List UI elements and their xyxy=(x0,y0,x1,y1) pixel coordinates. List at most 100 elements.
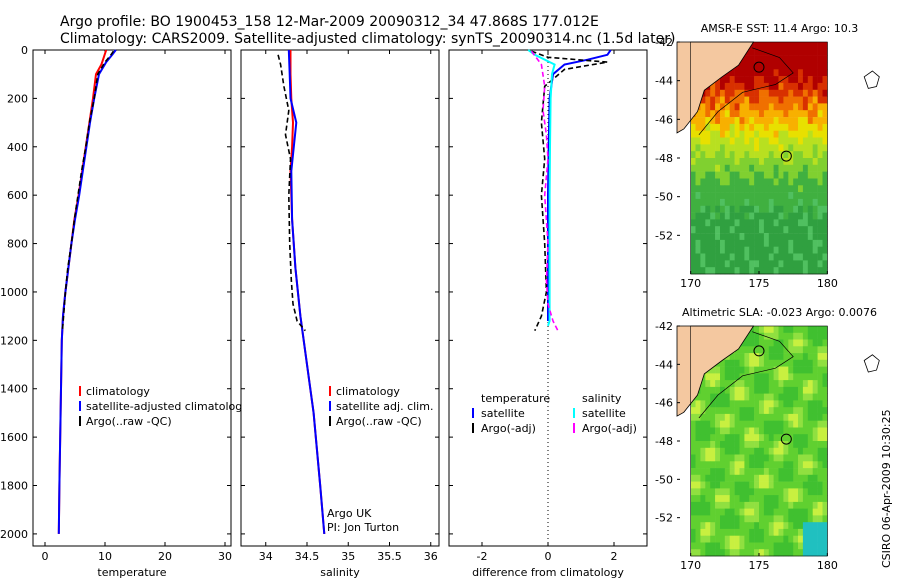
map-cell xyxy=(788,253,794,261)
map-cell xyxy=(690,407,696,415)
map-cell xyxy=(715,522,721,530)
map-cell xyxy=(710,117,716,125)
map-cell xyxy=(817,144,823,152)
map-cell xyxy=(695,226,701,234)
map-cell xyxy=(763,117,770,125)
map-cell xyxy=(783,427,789,435)
map-cell xyxy=(798,246,804,254)
map-cell xyxy=(807,42,813,50)
map-cell xyxy=(807,353,813,361)
map-cell xyxy=(729,400,735,408)
map-cell xyxy=(783,198,789,206)
map-cell xyxy=(817,542,823,550)
map-cell xyxy=(802,253,809,261)
map-cell xyxy=(802,380,809,388)
map-cell xyxy=(807,178,813,186)
map-cell xyxy=(802,171,809,179)
map-cell xyxy=(807,515,813,523)
map-cell xyxy=(793,198,799,206)
map-cell xyxy=(812,508,818,516)
map-cell xyxy=(778,48,784,56)
map-cell xyxy=(729,192,735,200)
x-tick-label: 2 xyxy=(611,550,618,563)
map-cell xyxy=(822,123,828,131)
map-cell xyxy=(729,528,735,536)
map-cell xyxy=(768,535,774,543)
map-cell xyxy=(759,171,765,179)
map-cell xyxy=(793,178,799,186)
map-cell xyxy=(768,205,774,213)
map-cell xyxy=(715,461,721,469)
map-cell xyxy=(759,89,765,97)
map-cell xyxy=(812,549,818,557)
map-cell xyxy=(798,339,804,347)
map-cell xyxy=(773,461,779,469)
map-cell xyxy=(807,130,813,138)
map-cell xyxy=(768,110,774,118)
map-cell xyxy=(768,427,774,435)
map-cell xyxy=(720,515,726,523)
contour-line xyxy=(698,47,794,136)
map-cell xyxy=(744,89,750,97)
map-cell xyxy=(798,158,804,166)
map-cell xyxy=(744,474,750,482)
map-cell xyxy=(768,468,774,476)
map-cell xyxy=(768,103,774,111)
map-cell xyxy=(759,427,765,435)
map-cell xyxy=(715,246,721,254)
map-cell xyxy=(744,386,750,394)
map-cell xyxy=(768,130,774,138)
map-cell xyxy=(817,339,823,347)
x-tick-label: 30 xyxy=(218,550,232,563)
map-cell xyxy=(754,62,760,70)
map-cell xyxy=(798,69,804,77)
map-cell xyxy=(822,353,828,361)
map-cell xyxy=(720,198,726,206)
map-cell xyxy=(822,468,828,476)
map-cell xyxy=(734,253,740,261)
map-cell xyxy=(783,226,789,234)
map-cell xyxy=(700,535,706,543)
map-cell xyxy=(773,178,779,186)
map-cell xyxy=(710,267,716,275)
map-cell xyxy=(754,441,760,449)
map-cell xyxy=(744,366,750,374)
map-cell xyxy=(700,481,706,489)
map-cell xyxy=(729,233,735,241)
map-cell xyxy=(793,488,799,496)
map-cell xyxy=(822,233,828,241)
map-cell xyxy=(798,420,804,428)
map-cell xyxy=(817,239,823,247)
map-cell xyxy=(783,212,789,220)
map-cell xyxy=(817,151,823,159)
map-cell xyxy=(807,96,813,104)
map-cell xyxy=(700,144,706,152)
map-cell xyxy=(778,407,784,415)
map-cell xyxy=(802,164,809,172)
map-cell xyxy=(754,246,760,254)
map-cell xyxy=(749,386,755,394)
map-cell xyxy=(744,461,750,469)
map-cell xyxy=(802,82,809,90)
map-cell xyxy=(690,178,696,186)
map-cell xyxy=(710,441,716,449)
map-cell xyxy=(773,332,779,340)
map-cell xyxy=(705,549,711,557)
map-cell xyxy=(739,260,745,268)
map-cell xyxy=(705,508,711,516)
map-cell xyxy=(749,501,755,509)
map-cell xyxy=(744,69,750,77)
map-cell xyxy=(749,137,755,145)
legend-entry: satellite-adjusted climatology xyxy=(86,400,249,413)
map-cell xyxy=(783,219,789,227)
map-cell xyxy=(695,407,701,415)
map-cell xyxy=(715,267,721,275)
map-cell xyxy=(763,508,770,516)
map-cell xyxy=(720,226,726,234)
series-line-2 xyxy=(277,54,306,332)
map-cell xyxy=(700,219,706,227)
map-cell xyxy=(822,346,828,354)
map-cell xyxy=(817,332,823,340)
map-cell xyxy=(729,198,735,206)
